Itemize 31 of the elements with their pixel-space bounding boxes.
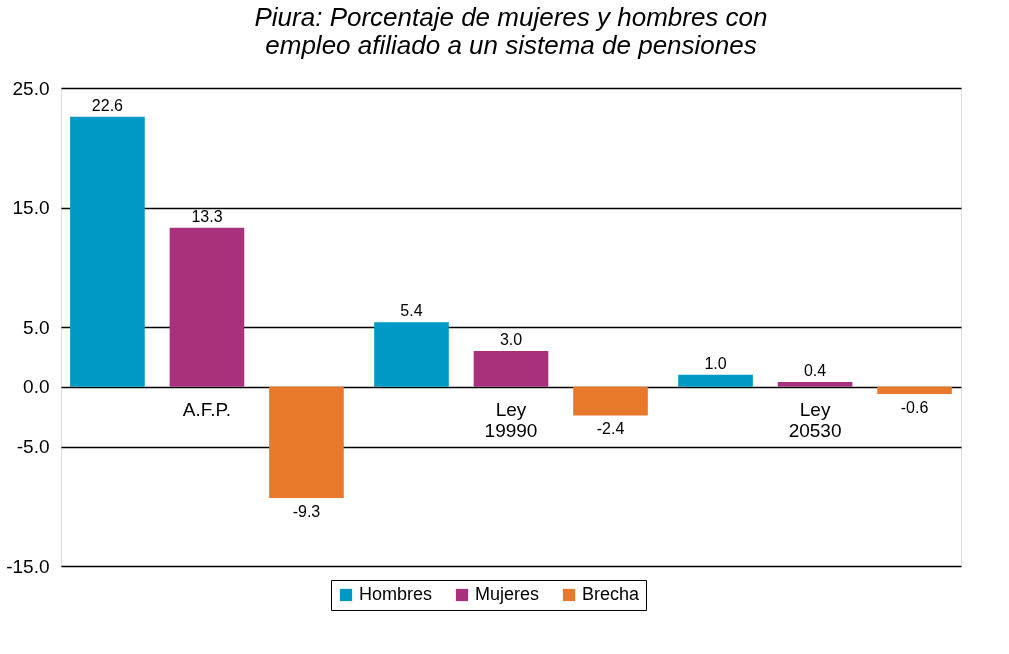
text: 3.0 (499, 330, 523, 348)
y-tick-label: -5.0 (16, 436, 50, 457)
text: 1.0 (704, 354, 727, 372)
x-tick-label: Ley 19990 (484, 399, 538, 442)
y-tick-label: -15.0 (6, 555, 50, 577)
bar (169, 227, 245, 387)
x-tick-label: Ley 20530 (788, 399, 842, 442)
text: 13.3 (191, 207, 223, 225)
text: -0.6 (900, 398, 929, 416)
bar (777, 381, 853, 387)
legend-label: Brecha (582, 584, 641, 604)
bar (473, 350, 549, 387)
x-tick-label: A.F.P. (182, 399, 232, 421)
bar (269, 386, 344, 498)
text: 22.6 (91, 96, 124, 114)
y-tick-label: 25.0 (12, 77, 50, 99)
y-tick-label: 0.0 (23, 376, 50, 398)
legend-label: Mujeres (475, 584, 540, 604)
legend-label: Hombres (359, 584, 433, 604)
bar (877, 386, 952, 394)
text: 0.4 (803, 361, 827, 379)
bar (70, 116, 145, 387)
bar (374, 322, 449, 387)
y-tick-label: 15.0 (12, 197, 50, 218)
bar (573, 386, 648, 416)
text: -9.3 (292, 502, 321, 520)
text: -2.4 (596, 420, 625, 438)
text: 5.4 (400, 302, 423, 320)
y-tick-label: 5.0 (23, 316, 50, 338)
bar (678, 374, 753, 387)
chart-title: Piura: Porcentaje de mujeres y hombres con empleo afiliado a un sistema de pensiones (254, 2, 768, 60)
